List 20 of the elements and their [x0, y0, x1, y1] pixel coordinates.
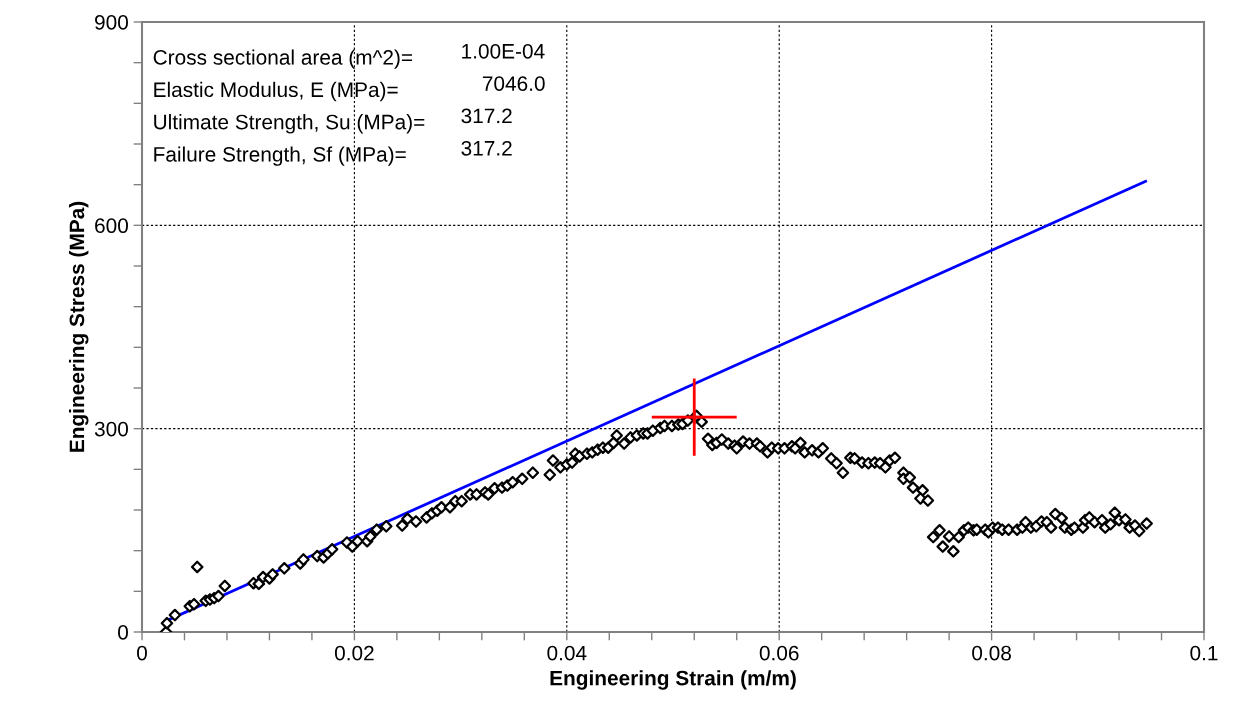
y-axis-title: Engineering Stress (MPa)	[68, 201, 89, 452]
x-tick-label: 0.02	[334, 645, 374, 661]
annotation: 317.2	[461, 140, 512, 156]
annotation: 317.2	[461, 108, 512, 124]
y-tick-label: 300	[94, 421, 128, 437]
y-tick-label: 600	[95, 218, 128, 234]
x-tick-label: 0.04	[547, 645, 587, 661]
annotation: Ultimate Strength, Su (MPa)=	[154, 114, 425, 134]
x-tick-label: 0	[137, 645, 147, 661]
annotation: 1.00E-04	[462, 43, 545, 59]
annotation: Failure Strength, Sf (MPa)=	[154, 146, 406, 166]
x-axis-title: Engineering Strain (m/m)	[550, 670, 796, 690]
annotation: Elastic Modulus, E (MPa)=	[154, 81, 398, 102]
y-tick-label: 900	[95, 15, 128, 30]
annotation: Cross sectional area (m^2)=	[153, 49, 413, 69]
x-tick-label: 0.08	[972, 645, 1011, 661]
annotation: 7046.0	[482, 76, 545, 91]
x-tick-label: 0.1	[1190, 645, 1218, 661]
y-tick-label: 0	[118, 625, 128, 640]
x-tick-label: 0.06	[759, 645, 799, 661]
